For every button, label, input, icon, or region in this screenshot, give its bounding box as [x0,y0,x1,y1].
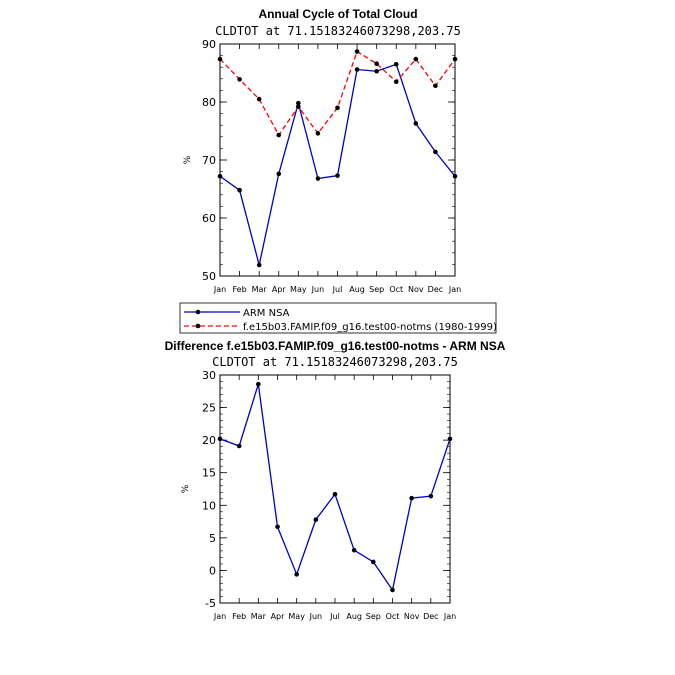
y-tick-label: 20 [202,434,216,447]
x-tick-label: Jun [309,612,323,621]
y-tick-label: 70 [202,154,216,167]
data-point [296,100,301,106]
data-point [374,61,379,67]
x-tick-label: May [288,612,305,621]
y-tick-label: 5 [209,532,216,545]
y-tick-label: 30 [202,369,216,382]
data-point [409,495,414,501]
plot-marks: Jan Feb Mar Apr May Jun Jul Aug Sep Oct Nov Dec Jan 5… [202,38,461,294]
x-tick-label: Apr [271,612,286,621]
x-tick-label: Sep [369,285,384,294]
data-point [315,176,321,181]
data-point [371,559,376,565]
x-tick-label: Dec [428,285,443,294]
x-tick-label: Jul [332,285,343,294]
data-point [351,547,357,553]
data-point [413,56,419,62]
x-tick-label: Oct [386,612,400,621]
data-point [217,436,223,442]
x-tick-label: Aug [346,612,362,621]
data-point [433,149,438,155]
data-point [374,68,379,74]
data-point [452,173,458,179]
legend-box [179,302,497,334]
x-tick-label: Jan [448,285,461,294]
data-point [296,104,301,109]
data-point [335,173,340,178]
x-tick-label: Jun [311,285,325,294]
x-tick-label: Aug [349,285,365,294]
data-point [393,62,399,67]
data-point [413,121,419,126]
x-tick-label: Apr [272,285,287,294]
data-point [335,105,340,111]
annual-cycle-chart: Annual Cycle of Total Cloud CLDTOT at 71… [183,7,461,294]
legend-marker-obs [195,309,201,315]
data-point [313,517,319,522]
chart-subtitle: CLDTOT at 71.15183246073298,203.75 [215,24,461,38]
y-tick-label: 80 [202,96,216,109]
y-tick-label: -5 [205,597,216,610]
data-point [332,491,338,497]
data-point [256,96,262,102]
data-point [236,443,242,449]
difference-chart: Difference f.e15b03.FAMIP.f09_g16.test00… [165,339,506,621]
x-tick-label: Mar [251,612,267,621]
x-tick-label: Jan [443,612,456,621]
data-point [237,77,242,82]
data-point [276,132,282,138]
y-axis-label: % [183,155,193,164]
data-point [447,436,453,442]
x-tick-label: Nov [404,612,420,621]
x-tick-label: Feb [232,285,246,294]
x-tick-label: Mar [252,285,268,294]
legend-label-model: f.e15b03.FAMIP.f09_g16.test00-notms (198… [243,322,497,333]
data-point [217,173,223,179]
x-tick-label: Oct [389,285,403,294]
chart-title: Annual Cycle of Total Cloud [258,7,417,21]
x-tick-label: Feb [232,612,246,621]
y-tick-label: 10 [202,499,216,512]
series-line-0 [219,383,451,592]
legend-label-obs: ARM NSA [243,308,290,319]
y-tick-label: 60 [202,212,216,225]
y-tick-label: 15 [202,467,216,480]
data-point [390,587,395,593]
data-point [452,56,458,62]
y-tick-label: 50 [202,270,216,283]
y-tick-label: 0 [209,564,216,577]
x-tick-label: Jan [213,612,226,621]
data-point [256,262,262,268]
data-point [428,493,434,499]
data-point [237,187,242,193]
y-axis-label: % [181,484,191,493]
plot-frame [219,43,456,277]
y-tick-label: 90 [202,38,216,51]
data-point [275,524,280,530]
data-point [294,572,299,577]
data-point [393,79,399,84]
data-point [315,131,321,136]
data-point [354,49,360,54]
x-tick-label: Nov [408,285,424,294]
x-tick-label: Sep [366,612,381,621]
chart-title: Difference f.e15b03.FAMIP.f09_g16.test00… [165,339,506,353]
chart-subtitle: CLDTOT at 71.15183246073298,203.75 [212,355,458,369]
y-tick-label: 25 [202,402,216,415]
data-point [276,171,282,177]
series-line-1 [219,50,456,137]
data-point [256,381,261,387]
x-tick-label: Dec [423,612,438,621]
plot-marks: Jan Feb Mar Apr May Jun Jul Aug Sep Oct Nov Dec Jan -… [202,369,456,621]
data-point [354,67,360,72]
legend-marker-model [195,323,201,329]
data-point [433,83,438,89]
data-point [217,56,223,62]
x-tick-label: Jan [213,285,226,294]
plot-frame [219,374,451,604]
x-tick-label: Jul [329,612,340,621]
x-tick-label: May [290,285,307,294]
legend: ARM NSA f.e15b03.FAMIP.f09_g16.test00-no… [179,302,497,334]
